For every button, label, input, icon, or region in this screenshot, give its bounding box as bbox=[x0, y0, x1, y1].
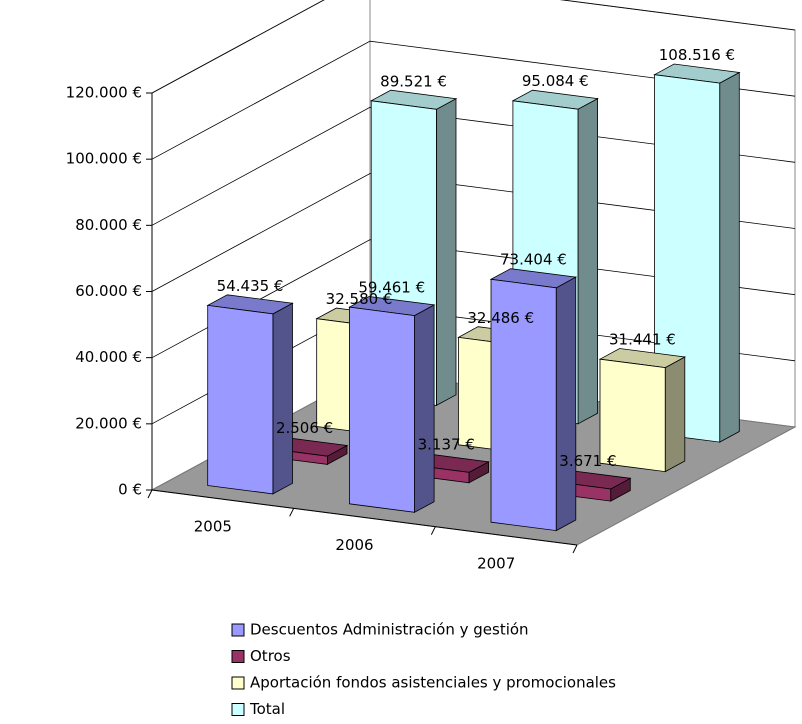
data-label: 32.486 € bbox=[467, 309, 534, 327]
x-axis bbox=[151, 489, 578, 546]
data-label: 31.441 € bbox=[609, 331, 676, 349]
bar bbox=[598, 348, 687, 473]
x-tick-label: 2006 bbox=[335, 536, 373, 554]
x-tick bbox=[430, 526, 436, 535]
bar-front bbox=[654, 74, 721, 443]
data-label: 3.137 € bbox=[418, 435, 475, 453]
x-tick-label: 2005 bbox=[194, 518, 232, 536]
y-tick-label: 100.000 € bbox=[66, 150, 142, 168]
legend-swatch bbox=[231, 703, 245, 716]
data-label: 3.671 € bbox=[559, 452, 616, 470]
bar-front bbox=[348, 306, 415, 513]
bar bbox=[348, 296, 436, 513]
bar bbox=[206, 294, 294, 495]
data-label: 54.435 € bbox=[217, 277, 284, 295]
grid-line bbox=[151, 40, 796, 160]
legend-swatch bbox=[231, 650, 245, 663]
data-label: 59.461 € bbox=[358, 279, 425, 297]
grid-line bbox=[151, 106, 796, 226]
bar-side bbox=[435, 98, 457, 407]
data-label: 73.404 € bbox=[500, 251, 567, 269]
data-label: 89.521 € bbox=[380, 72, 447, 90]
legend-swatch bbox=[231, 676, 245, 690]
bar bbox=[653, 63, 741, 443]
bar-side bbox=[577, 97, 598, 425]
bar-side bbox=[272, 302, 293, 495]
data-label: 32.580 € bbox=[326, 290, 393, 308]
data-label: 95.084 € bbox=[522, 72, 589, 90]
legend-swatch bbox=[231, 623, 245, 637]
bar-front bbox=[490, 278, 557, 532]
bar-side bbox=[414, 304, 435, 513]
x-tick-label: 2007 bbox=[477, 554, 515, 572]
bar bbox=[489, 268, 578, 532]
legend-label: Total bbox=[249, 700, 285, 718]
y-tick-label: 20.000 € bbox=[75, 414, 142, 432]
y-tick-label: 80.000 € bbox=[75, 216, 142, 234]
grid-line bbox=[151, 0, 796, 94]
legend-label: Aportación fondos asistenciales y promoc… bbox=[250, 674, 616, 692]
y-tick-label: 0 € bbox=[118, 481, 142, 499]
x-tick bbox=[289, 508, 295, 517]
bar-front bbox=[207, 304, 274, 495]
y-tick-label: 120.000 € bbox=[66, 84, 142, 102]
bar-front bbox=[599, 358, 666, 473]
bar-side bbox=[719, 71, 740, 443]
data-label: 2.506 € bbox=[276, 419, 333, 437]
data-label: 108.516 € bbox=[659, 46, 735, 64]
legend-label: Descuentos Administración y gestión bbox=[250, 621, 529, 639]
grid-line bbox=[151, 173, 796, 292]
x-tick bbox=[572, 544, 578, 554]
bar-side bbox=[555, 276, 577, 532]
y-tick-label: 60.000 € bbox=[75, 282, 142, 300]
x-tick bbox=[147, 489, 153, 499]
y-tick-label: 40.000 € bbox=[75, 348, 142, 366]
legend-label: Otros bbox=[250, 647, 291, 665]
bar-side bbox=[664, 356, 686, 473]
